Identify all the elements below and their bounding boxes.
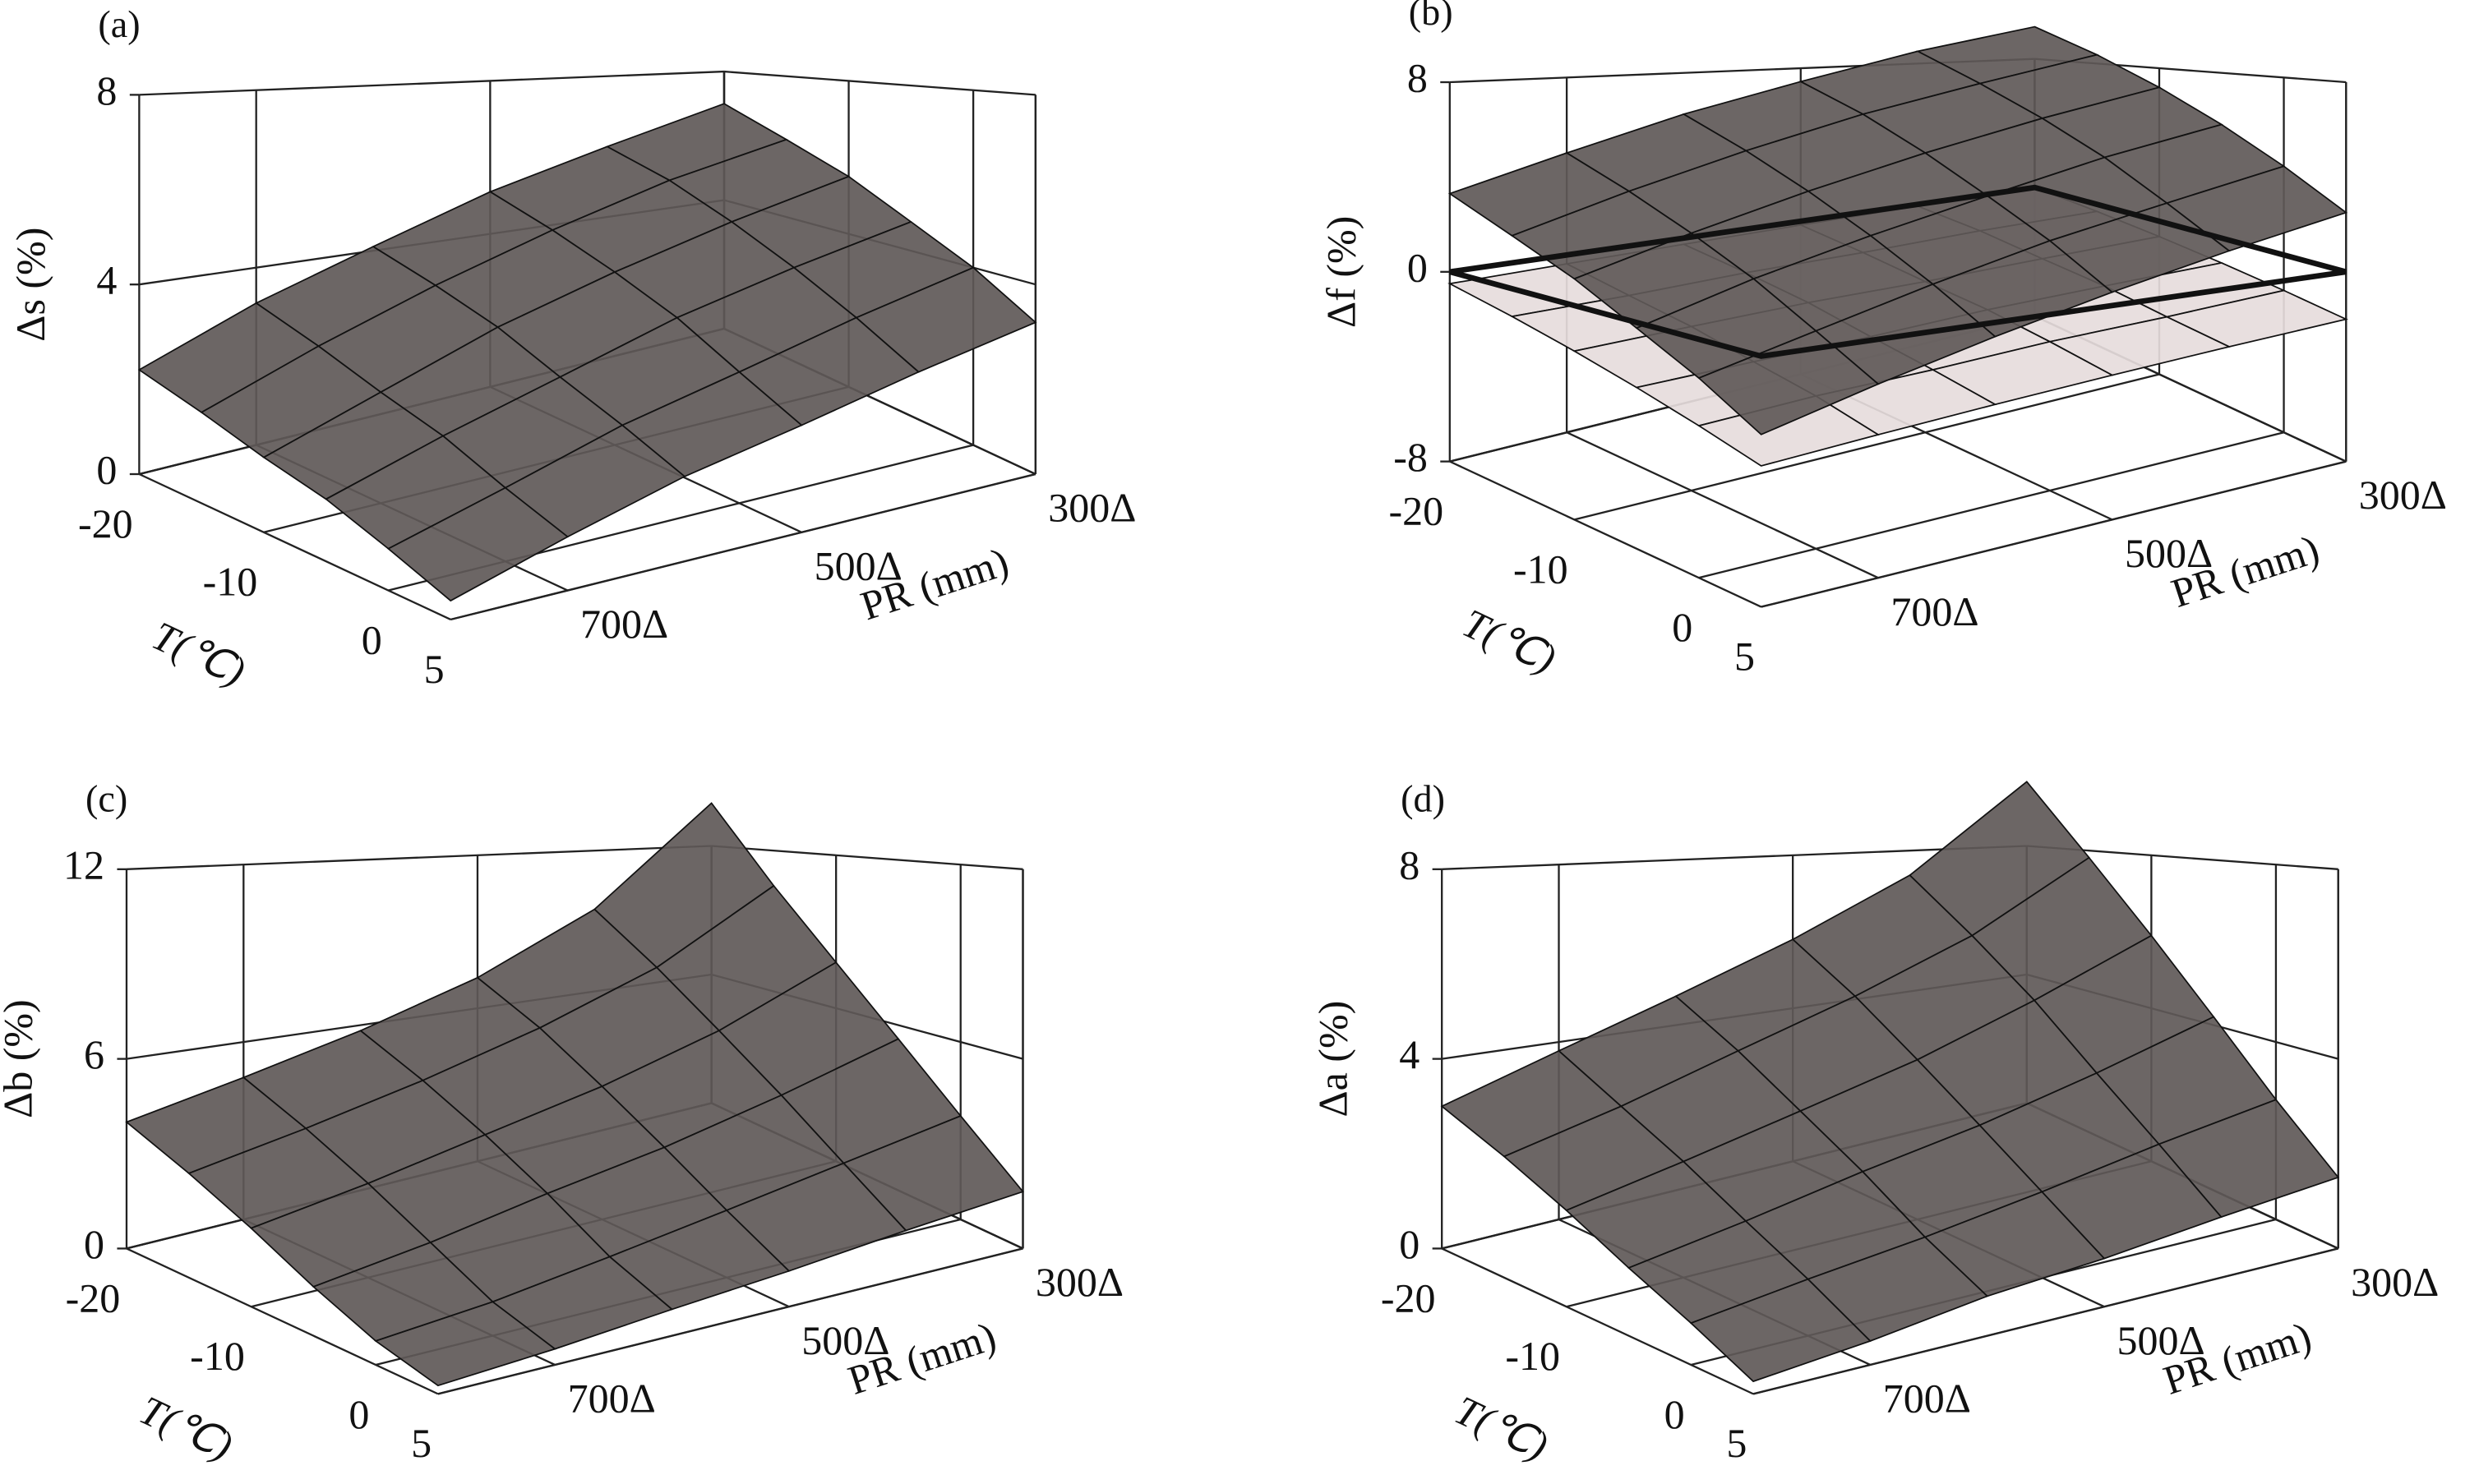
surface-patch — [1697, 394, 1881, 467]
z-axis-label: Δs (%) — [7, 228, 53, 342]
x-tick-label: 500Δ — [2125, 530, 2213, 576]
x-tick-label: 300Δ — [1048, 485, 1136, 531]
grid-line — [1752, 1247, 2338, 1395]
grid-line — [1442, 845, 2027, 870]
y-axis-label: T(℃) — [1448, 1386, 1555, 1468]
grid-line — [437, 1247, 1023, 1395]
panel-label: (d) — [1401, 778, 1445, 820]
y-tick-label: -20 — [66, 1274, 121, 1320]
grid-line — [723, 70, 1036, 96]
grid-line — [1698, 431, 2284, 579]
y-tick-label: 0 — [1672, 604, 1692, 650]
z-tick-label: 8 — [1407, 54, 1428, 100]
grid-line — [1574, 373, 2160, 521]
z-tick-label: 4 — [96, 257, 117, 303]
grid-line — [1566, 431, 1879, 579]
floor-edge — [138, 472, 451, 620]
y-axis-label: T(℃) — [1456, 600, 1563, 682]
grid-line — [450, 472, 1036, 621]
y-tick-label: -10 — [190, 1333, 245, 1379]
grid-line — [126, 845, 712, 870]
x-tick-label: 500Δ — [2117, 1317, 2204, 1363]
y-tick-label: 5 — [1734, 633, 1755, 679]
y-tick-label: -10 — [203, 559, 258, 605]
y-axis-label: T(℃) — [133, 1386, 240, 1468]
x-tick-label: 700Δ — [1883, 1376, 1971, 1422]
y-tick-label: 5 — [411, 1420, 432, 1466]
x-tick-label: 500Δ — [815, 542, 903, 588]
y-tick-label: -10 — [1513, 546, 1568, 592]
surface-patch — [1689, 1278, 1872, 1383]
y-axis-label: T(℃) — [145, 612, 252, 694]
z-tick-label: 6 — [84, 1031, 104, 1077]
grid-line — [139, 70, 725, 96]
z-axis-label: Δb (%) — [0, 999, 41, 1118]
z-tick-label: 8 — [1399, 841, 1420, 887]
x-tick-label: 500Δ — [801, 1317, 889, 1363]
floor-edge — [126, 1247, 439, 1395]
y-tick-label: -10 — [1505, 1333, 1560, 1379]
z-tick-label: 12 — [63, 841, 104, 887]
surface-patch — [386, 486, 570, 602]
x-tick-label: 300Δ — [2359, 472, 2447, 518]
z-tick-label: 0 — [84, 1221, 104, 1267]
z-axis-label: Δa (%) — [1310, 1001, 1356, 1118]
x-tick-label: 700Δ — [580, 601, 668, 647]
y-tick-label: 0 — [349, 1391, 369, 1437]
floor-edge — [1441, 1247, 1754, 1395]
panel-label: (a) — [98, 3, 140, 45]
y-tick-label: -20 — [78, 500, 133, 546]
z-tick-label: 0 — [1407, 244, 1428, 290]
surface-patch — [1697, 330, 1880, 436]
grid-line — [711, 845, 1023, 870]
y-tick-label: 5 — [1726, 1420, 1747, 1466]
panel-label: (b) — [1409, 0, 1453, 33]
x-tick-label: 700Δ — [568, 1376, 656, 1422]
y-tick-label: -20 — [1381, 1274, 1436, 1320]
surface-patch — [374, 1301, 557, 1387]
z-tick-label: 8 — [96, 67, 117, 113]
y-tick-label: 0 — [1664, 1391, 1685, 1437]
x-tick-label: 700Δ — [1890, 588, 1978, 634]
z-tick-label: -8 — [1393, 434, 1428, 480]
x-tick-label: 300Δ — [2351, 1259, 2439, 1305]
y-tick-label: 0 — [362, 616, 382, 662]
z-tick-label: 0 — [96, 446, 117, 492]
x-tick-label: 300Δ — [1036, 1259, 1124, 1305]
floor-edge — [1449, 460, 1762, 608]
z-tick-label: 0 — [1399, 1221, 1420, 1267]
panel-label: (c) — [85, 778, 127, 820]
reference-plane — [1448, 184, 2347, 359]
y-tick-label: -20 — [1388, 487, 1443, 533]
z-axis-label: Δf (%) — [1318, 216, 1364, 328]
grid-line — [1761, 460, 2347, 608]
z-tick-label: 4 — [1399, 1031, 1420, 1077]
y-tick-label: 5 — [424, 646, 445, 692]
